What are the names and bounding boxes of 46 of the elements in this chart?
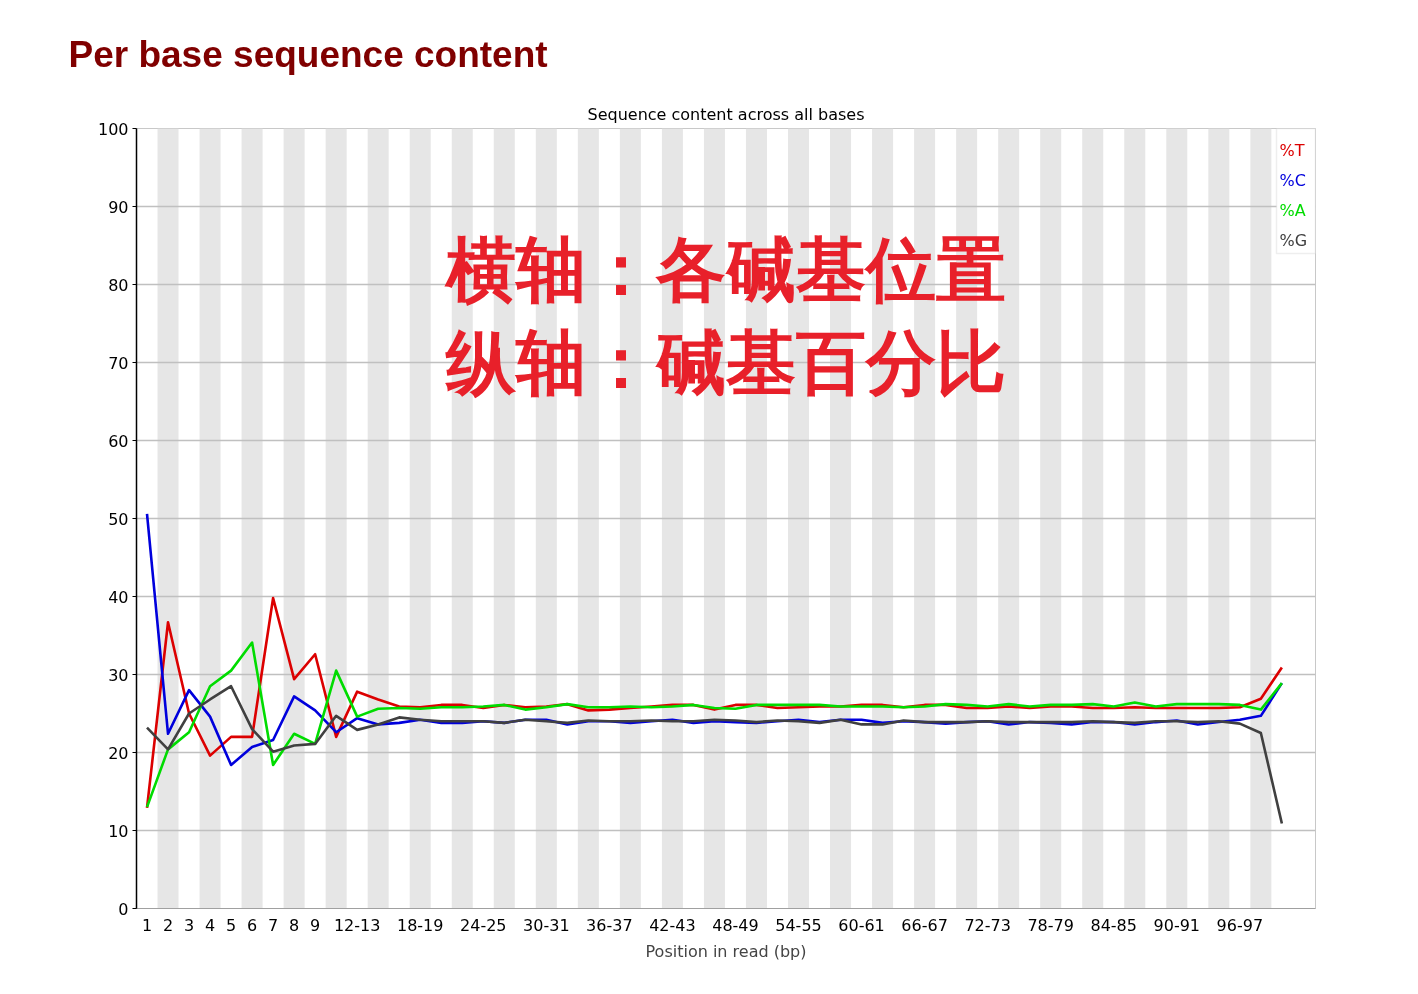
- text: %C: [1279, 171, 1306, 190]
- x-tick-label: 66-67: [901, 915, 948, 935]
- x-tick-label: 8: [289, 915, 300, 935]
- y-tick-label: 80: [108, 275, 129, 295]
- y-tick-label: 100: [97, 119, 129, 139]
- y-tick-label: 90: [108, 197, 129, 217]
- x-tick-label: 6: [247, 915, 258, 935]
- x-tick-label: 60-61: [838, 915, 885, 935]
- line-series: [145, 641, 1284, 809]
- y-tick-label: 70: [108, 353, 129, 373]
- y-tick-label: 0: [118, 899, 129, 919]
- x-tick-label: 3: [183, 915, 195, 935]
- y-tick-label: 30: [108, 665, 129, 685]
- x-tick-label: 78-79: [1027, 915, 1074, 935]
- y-tick-label: 40: [108, 587, 129, 607]
- y-tick-label: 50: [108, 509, 129, 529]
- x-tick-label: 42-43: [649, 915, 696, 935]
- y-tick-label: 60: [108, 431, 129, 451]
- chart-title: Per base sequence content: [68, 34, 548, 75]
- x-tick-label: 72-73: [964, 915, 1011, 935]
- x-tick-label: 7: [268, 915, 279, 935]
- x-tick-label: 84-85: [1090, 915, 1137, 935]
- x-tick-label: 48-49: [712, 915, 759, 935]
- y-tick-label: 20: [108, 743, 129, 763]
- x-tick-label: 96-97: [1216, 915, 1264, 935]
- x-tick-label: 9: [310, 915, 321, 935]
- x-tick-label: 36-37: [586, 915, 633, 935]
- x-tick-label: 90-91: [1153, 915, 1201, 935]
- x-tick-label: 1: [141, 915, 153, 935]
- y-tick-label: 10: [108, 821, 129, 841]
- x-axis-title: Position in read (bp): [645, 941, 807, 961]
- x-tick-label: 30-31: [523, 915, 570, 935]
- x-tick-label: 54-55: [775, 915, 822, 935]
- chart-subtitle: Sequence content across all bases: [587, 104, 865, 124]
- x-tick-label: 24-25: [460, 915, 507, 935]
- annotation: 纵轴：碱基百分比: [445, 321, 1006, 404]
- line-series: [145, 684, 1284, 825]
- text: %G: [1279, 231, 1308, 250]
- x-tick-label: 2: [162, 915, 174, 935]
- x-tick-label: 4: [204, 915, 216, 935]
- annotation: 横轴：各碱基位置: [444, 229, 1006, 312]
- x-tick-label: 12-13: [333, 915, 381, 935]
- text: %T: [1279, 141, 1305, 160]
- text: %A: [1279, 201, 1306, 220]
- x-tick-label: 5: [225, 915, 237, 935]
- x-tick-label: 18-19: [396, 915, 444, 935]
